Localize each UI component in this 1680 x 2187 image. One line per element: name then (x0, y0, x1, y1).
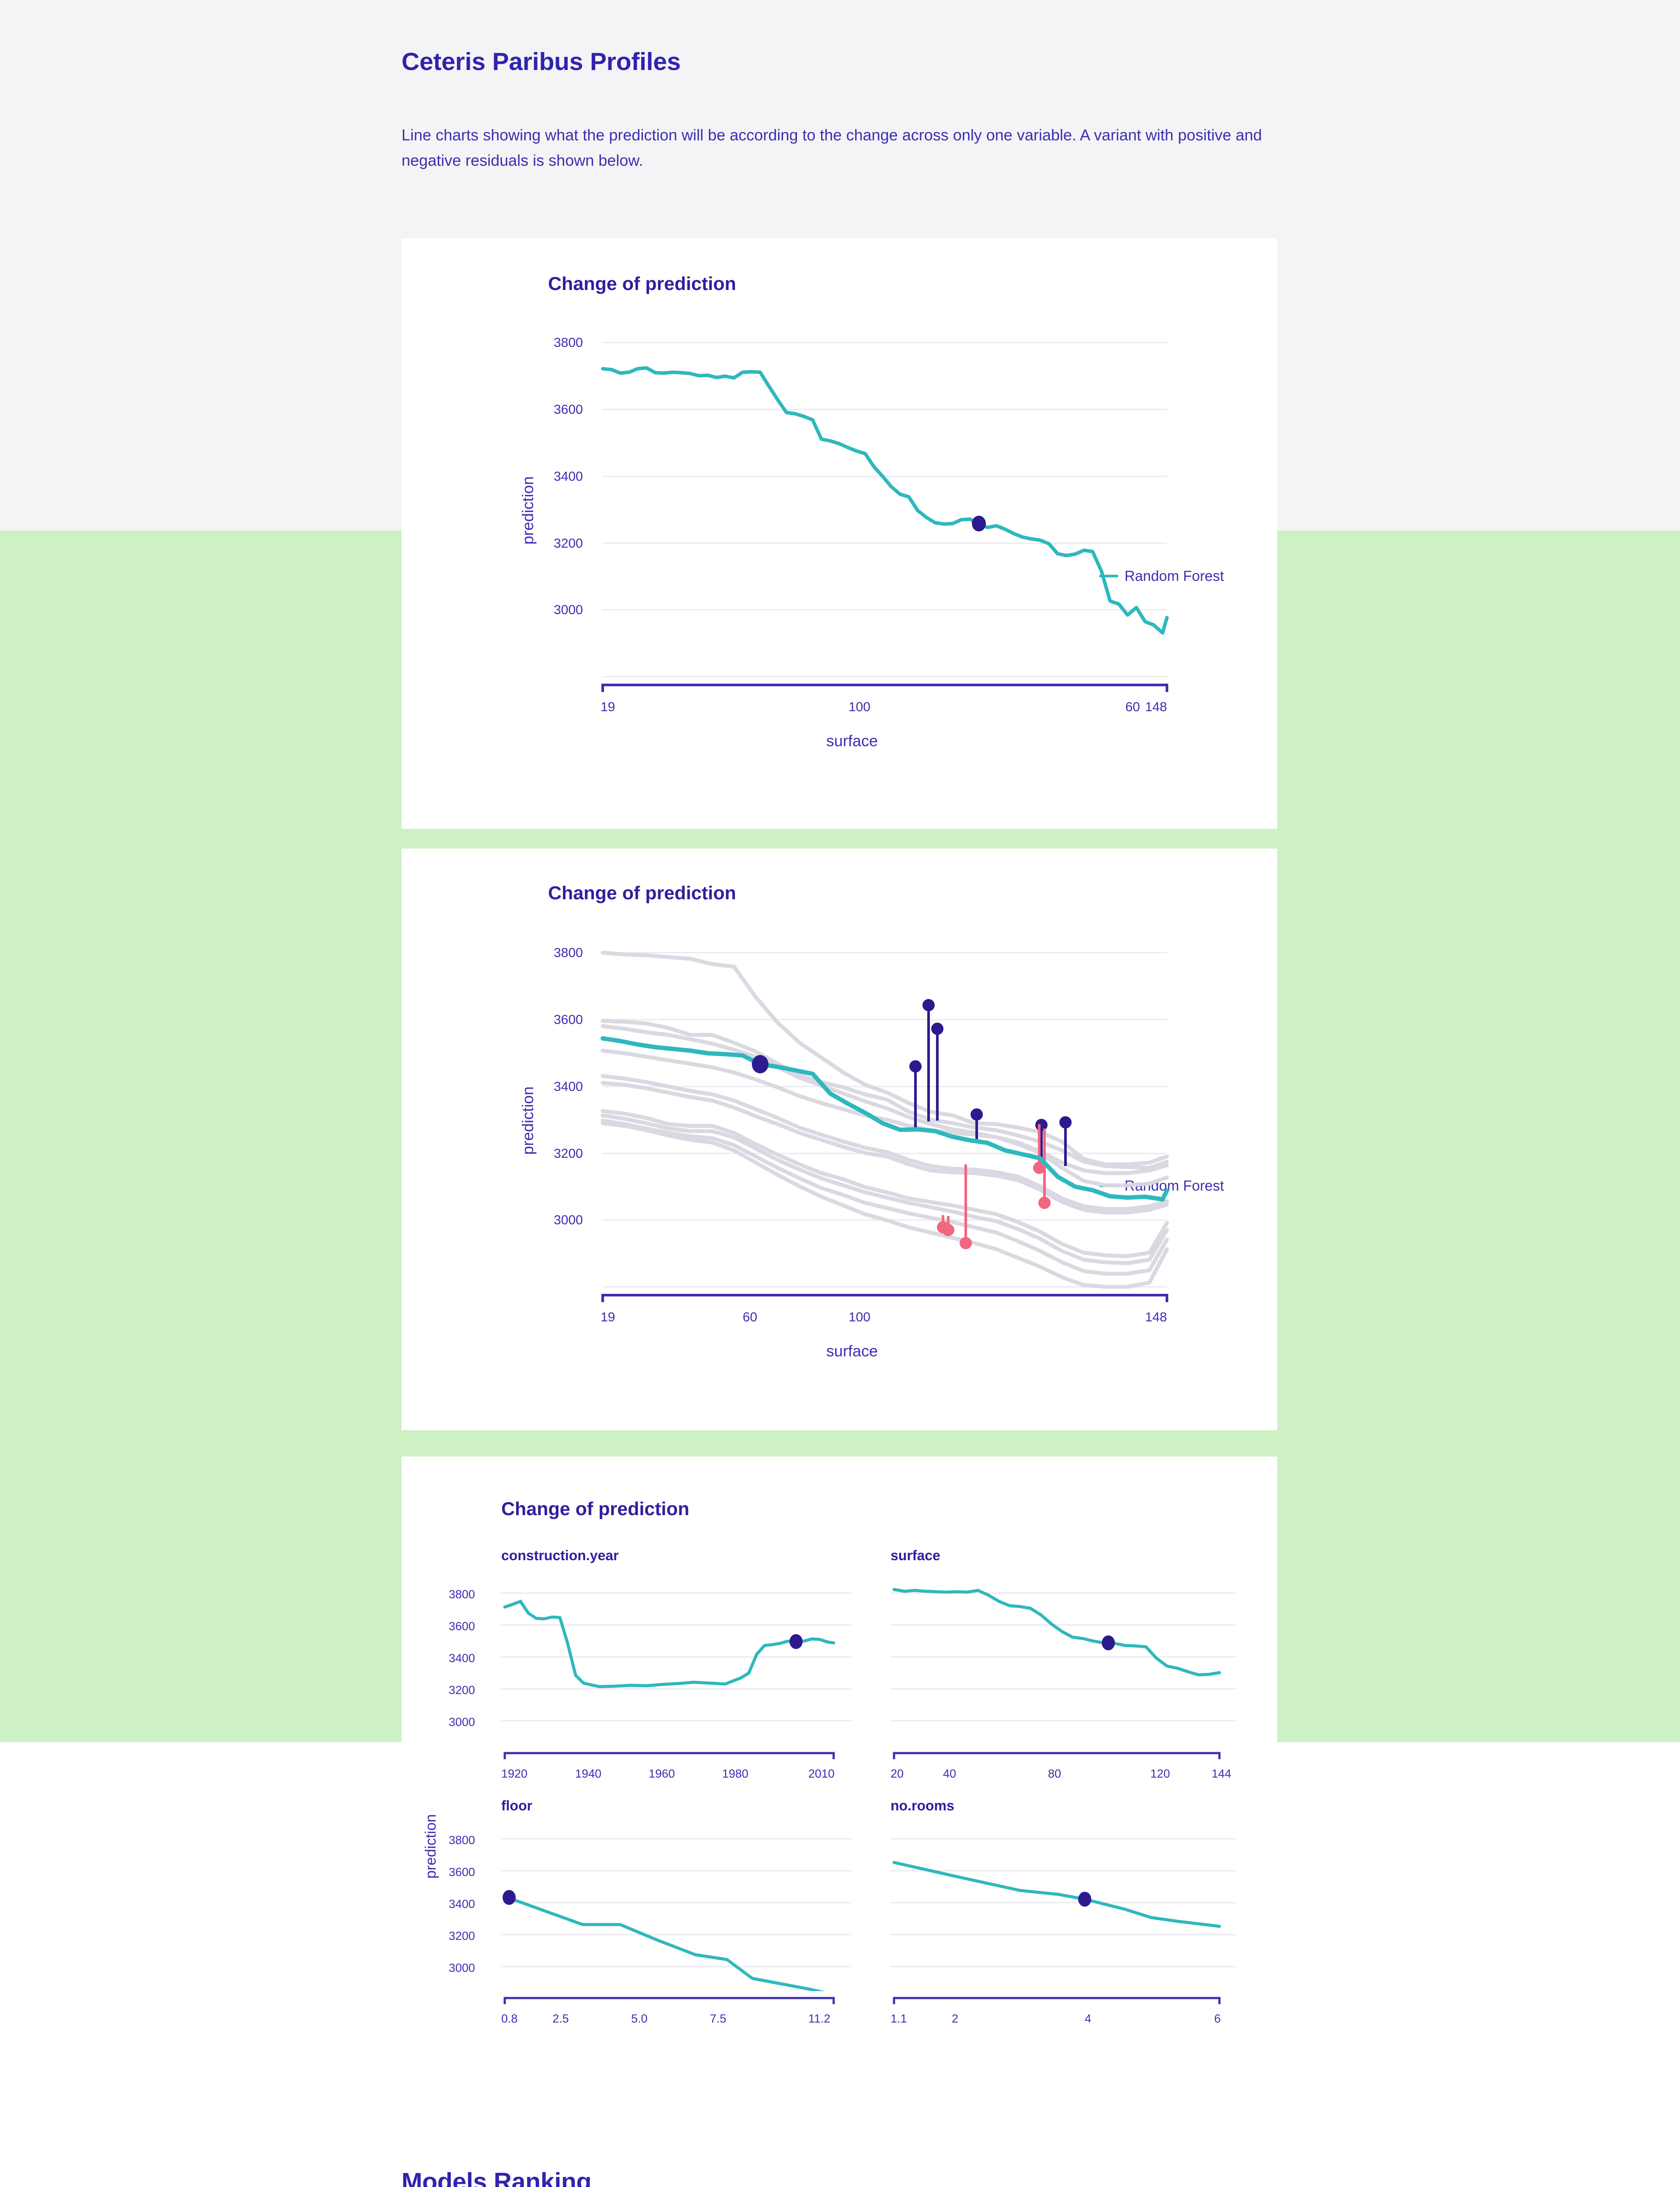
highlight-point-no-rooms (1078, 1892, 1091, 1907)
chart-legend-1: Random Forest (1099, 568, 1224, 584)
p3-x-75: 7.5 (710, 2012, 726, 2025)
x-axis-label-surface-2: surface (826, 1342, 878, 1360)
x-tick-100-1b: 100 (849, 700, 871, 714)
section-description-ceteris-paribus: Line charts showing what the prediction … (402, 126, 1262, 170)
plot-area-floor (501, 1834, 851, 1991)
section-title-models-ranking: Models Ranking (402, 2168, 592, 2187)
card-ceteris-paribus-grid: Change of prediction prediction construc… (402, 1457, 1277, 2045)
p1-y-3600: 3600 (449, 1620, 475, 1633)
p1-y-3400: 3400 (449, 1652, 475, 1665)
panel-title-construction-year: construction.year (501, 1548, 619, 1563)
chart-title-change-of-prediction-1: Change of prediction (548, 273, 736, 294)
y-axis-label-prediction-2: prediction (519, 1086, 537, 1155)
y-tick-3200-2: 3200 (554, 1146, 583, 1161)
x-axis-label-surface-1: surface (826, 732, 878, 750)
x-tick-60-1: 60 (1125, 700, 1140, 714)
x-tick-19-1: 19 (601, 700, 615, 714)
p3-y-3400: 3400 (449, 1897, 475, 1911)
x-axis-surface-grid (893, 1752, 1221, 1759)
residuals-positive (909, 999, 1072, 1168)
highlight-point-construction-year (789, 1634, 803, 1649)
p1-x-1960: 1960 (649, 1767, 675, 1780)
p3-x-25: 2.5 (552, 2012, 569, 2025)
p2-x-120: 120 (1150, 1767, 1170, 1780)
plot-area-construction-year (501, 1588, 851, 1745)
y-tick-3000-1: 3000 (554, 603, 583, 617)
p4-x-2: 2 (952, 2012, 959, 2025)
y-tick-3000-2: 3000 (554, 1213, 583, 1227)
highlight-point-cp-residuals (752, 1055, 768, 1073)
p3-y-3000: 3000 (449, 1961, 475, 1974)
legend-label-random-forest: Random Forest (1125, 568, 1224, 584)
p4-x-11: 1.1 (891, 2012, 907, 2025)
p2-x-20: 20 (891, 1767, 904, 1780)
y-tick-3800-2: 3800 (554, 946, 583, 960)
x-axis-cp-single (601, 684, 1168, 692)
y-tick-3400-2: 3400 (554, 1080, 583, 1094)
legend-swatch-random-forest (1099, 575, 1118, 577)
p2-x-80: 80 (1048, 1767, 1062, 1780)
x-axis-cp-residuals (601, 1294, 1168, 1302)
y-tick-3400-1: 3400 (554, 469, 583, 484)
y-axis-label-prediction-1: prediction (519, 476, 537, 545)
y-tick-3200-1: 3200 (554, 536, 583, 551)
p2-x-144: 144 (1212, 1767, 1232, 1780)
panel-title-surface-grid: surface (891, 1548, 940, 1563)
p4-x-6: 6 (1214, 2012, 1221, 2025)
chart-title-change-of-prediction-2: Change of prediction (548, 883, 736, 904)
plot-area-surface-grid (891, 1588, 1240, 1745)
p4-x-4: 4 (1085, 2012, 1092, 2025)
y-tick-3600-2: 3600 (554, 1013, 583, 1027)
chart-title-change-of-prediction-3: Change of prediction (501, 1499, 689, 1520)
p1-x-1980: 1980 (722, 1767, 749, 1780)
plot-area-no-rooms (891, 1834, 1240, 1991)
panel-title-floor: floor (501, 1798, 533, 1813)
highlight-point-floor (503, 1890, 516, 1905)
y-tick-3600-1: 3600 (554, 402, 583, 417)
x-tick-148-1: 148 (1145, 700, 1167, 714)
p1-y-3800: 3800 (449, 1588, 475, 1601)
plot-area-cp-single (585, 339, 1176, 685)
p3-x-08: 0.8 (501, 2012, 518, 2025)
x-tick-60-2: 60 (743, 1310, 758, 1324)
section-title-ceteris-paribus: Ceteris Paribus Profiles (402, 48, 681, 76)
x-axis-no-rooms (893, 1997, 1221, 2004)
p3-y-3200: 3200 (449, 1929, 475, 1942)
p3-x-50: 5.0 (631, 2012, 648, 2025)
x-tick-19-2: 19 (601, 1310, 615, 1324)
p2-x-40: 40 (943, 1767, 957, 1780)
p1-x-1920: 1920 (501, 1767, 528, 1780)
plot-area-cp-residuals (585, 949, 1176, 1299)
x-tick-148-2: 148 (1145, 1310, 1167, 1324)
p1-x-2010: 2010 (808, 1767, 835, 1780)
p3-y-3800: 3800 (449, 1834, 475, 1847)
y-axis-label-prediction-3: prediction (423, 1814, 439, 1879)
card-ceteris-paribus-residuals: Change of prediction Random Forest predi… (402, 849, 1277, 1430)
p1-y-3200: 3200 (449, 1684, 475, 1697)
p3-y-3600: 3600 (449, 1866, 475, 1879)
card-ceteris-paribus-single: Change of prediction Random Forest predi… (402, 238, 1277, 829)
p1-x-1940: 1940 (575, 1767, 602, 1780)
highlight-point-cp-single (972, 516, 986, 531)
x-axis-floor (503, 1997, 835, 2004)
x-tick-100-2: 100 (849, 1310, 871, 1324)
p3-x-112: 11.2 (808, 2012, 831, 2025)
y-tick-3800-1: 3800 (554, 335, 583, 350)
highlight-point-surface-grid (1102, 1635, 1115, 1650)
p1-y-3000: 3000 (449, 1715, 475, 1729)
x-axis-construction-year (503, 1752, 835, 1759)
panel-title-no-rooms: no.rooms (891, 1798, 954, 1813)
